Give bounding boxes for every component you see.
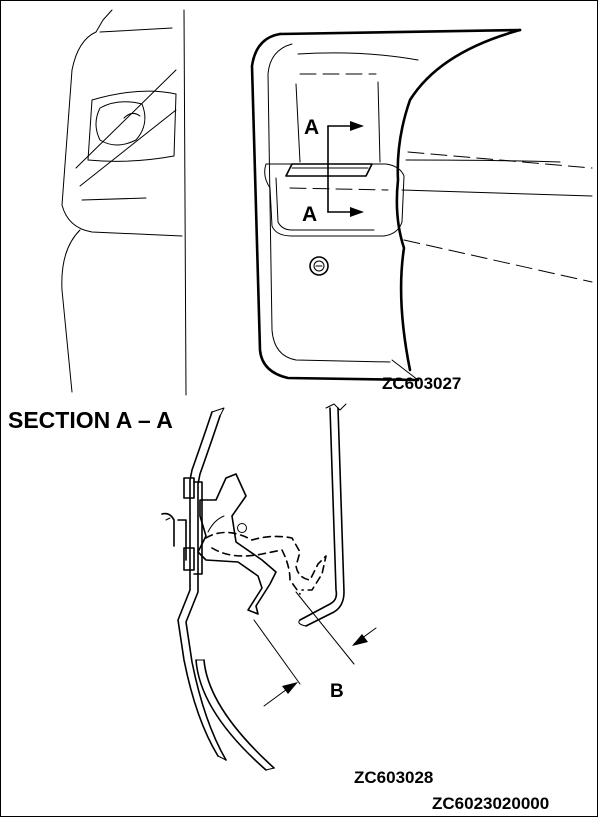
label-a-upper: A [304, 116, 319, 139]
pivot-circle [237, 523, 247, 533]
label-a-lower: A [302, 203, 317, 226]
label-b: B [330, 681, 344, 702]
handle-body [197, 473, 277, 615]
lower-trim [195, 659, 275, 771]
dim-arrow-left [282, 682, 298, 694]
handle-recess [264, 81, 405, 237]
section-arrow-lower [350, 207, 364, 217]
page-code: ZC6023020000 [432, 794, 549, 813]
side-mirror-base [75, 69, 177, 201]
door-panel-outline [61, 9, 187, 396]
figure-code-top: ZC603027 [382, 374, 461, 393]
handle-pulled-position [205, 531, 327, 595]
key-cylinder-icon [309, 256, 329, 276]
figure-code-section: ZC603028 [354, 768, 433, 787]
section-arrow-upper [350, 121, 364, 131]
door-handle [285, 163, 373, 177]
leader-line-top [391, 359, 419, 381]
section-title: SECTION A – A [8, 407, 173, 433]
tailgate-panel-outline [250, 28, 593, 382]
section-line-a [327, 121, 364, 217]
outer-panel [177, 407, 227, 761]
dim-arrow-right [352, 634, 368, 646]
dimension-b [253, 591, 377, 707]
inner-panel [298, 403, 347, 627]
handle-retainer-clip [161, 477, 203, 575]
